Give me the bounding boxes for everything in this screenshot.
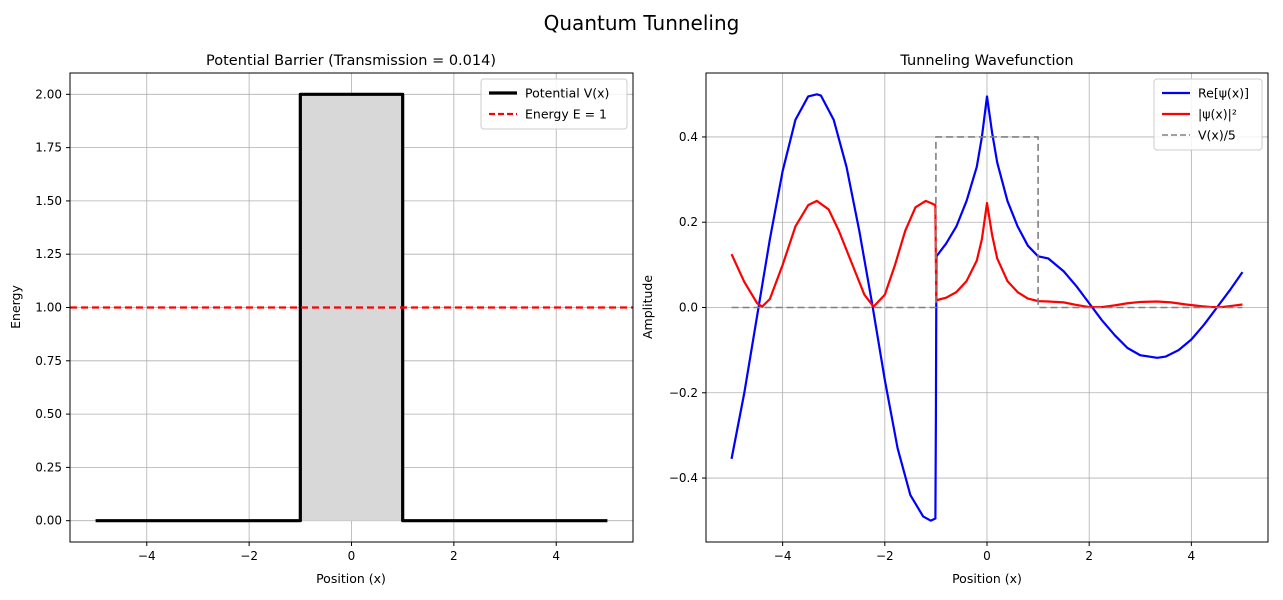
tunneling-wavefunction-legend-label: |ψ(x)|² — [1198, 107, 1237, 122]
tunneling-wavefunction-axes: Tunneling Wavefunction Position (x) Ampl… — [640, 53, 1269, 586]
potential-barrier-xtick-label: 4 — [552, 549, 560, 563]
tunneling-wavefunction-legend-label: V(x)/5 — [1198, 128, 1236, 143]
tunneling-wavefunction-ytick-label: −0.4 — [669, 471, 698, 485]
potential-barrier-ytick-label: 1.00 — [35, 301, 62, 315]
tunneling-wavefunction-legend-label: Re[ψ(x)] — [1198, 86, 1249, 101]
potential-barrier-ytick-label: 2.00 — [35, 87, 62, 101]
tunneling-wavefunction-xtick-label: 0 — [983, 549, 991, 563]
tunneling-wavefunction-ytick-label: 0.4 — [679, 130, 698, 144]
tunneling-wavefunction-xtick-label: −2 — [876, 549, 894, 563]
tunneling-wavefunction-title: Tunneling Wavefunction — [899, 53, 1073, 69]
potential-barrier-xtick-label: −4 — [138, 549, 156, 563]
tunneling-wavefunction-legend: Re[ψ(x)] |ψ(x)|² V(x)/5 — [1153, 78, 1263, 151]
potential-barrier-ytick-label: 0.00 — [35, 514, 62, 528]
potential-barrier-ytick-label: 1.25 — [35, 247, 62, 261]
potential-barrier-ytick-label: 1.75 — [35, 141, 62, 155]
tunneling-wavefunction-series-line-3 — [731, 136, 1243, 309]
potential-barrier-legend: Potential V(x) Energy E = 1 — [480, 78, 628, 130]
tunneling-wavefunction-ytick-label: 0.2 — [679, 215, 698, 229]
potential-barrier-xtick-label: 0 — [348, 549, 356, 563]
tunneling-wavefunction-ytick-label: 0.0 — [679, 301, 698, 315]
potential-barrier-ytick-label: 0.75 — [35, 354, 62, 368]
potential-barrier-ytick-label: 1.50 — [35, 194, 62, 208]
potential-barrier-legend-label: Potential V(x) — [525, 86, 609, 101]
figure-suptitle: Quantum Tunneling — [544, 11, 740, 35]
tunneling-wavefunction-xtick-label: 2 — [1085, 549, 1093, 563]
potential-barrier-ytick-label: 0.50 — [35, 407, 62, 421]
tunneling-wavefunction-xtick-label: −4 — [774, 549, 792, 563]
potential-barrier-ytick-label: 0.25 — [35, 460, 62, 474]
tunneling-wavefunction-series-line-2 — [730, 199, 1243, 309]
potential-barrier-xlabel: Position (x) — [316, 571, 386, 586]
potential-barrier-series-line-1 — [95, 92, 608, 523]
potential-barrier-xtick-label: 2 — [450, 549, 458, 563]
potential-barrier-ylabel: Energy — [8, 285, 23, 329]
potential-barrier-title: Potential Barrier (Transmission = 0.014) — [206, 53, 496, 69]
potential-barrier-xtick-label: −2 — [240, 549, 258, 563]
potential-barrier-legend-label: Energy E = 1 — [525, 107, 607, 122]
tunneling-wavefunction-series-line-1 — [730, 93, 1244, 522]
tunneling-wavefunction-ylabel: Amplitude — [640, 275, 655, 339]
potential-barrier-axes: Potential Barrier (Transmission = 0.014)… — [8, 53, 634, 586]
tunneling-wavefunction-xtick-label: 4 — [1188, 549, 1196, 563]
tunneling-wavefunction-xlabel: Position (x) — [952, 571, 1022, 586]
tunneling-wavefunction-ytick-label: −0.2 — [669, 386, 698, 400]
